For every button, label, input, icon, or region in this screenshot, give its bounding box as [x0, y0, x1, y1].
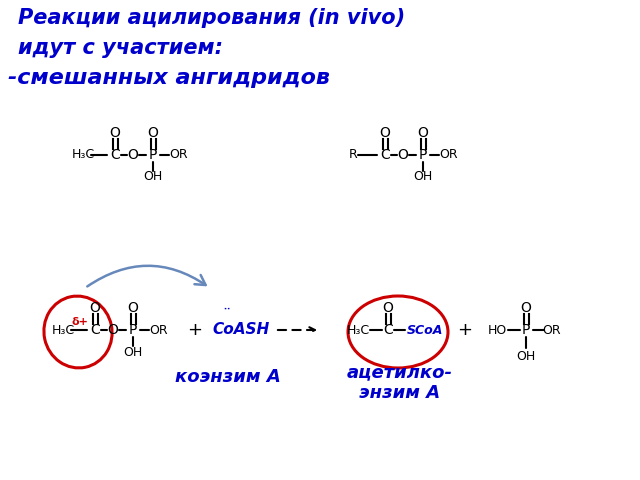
Text: P: P [522, 323, 530, 337]
Text: H₃C: H₃C [72, 148, 95, 161]
Text: ацетилко-
энзим А: ацетилко- энзим А [347, 363, 453, 402]
Text: O: O [90, 301, 100, 315]
Text: -смешанных ангидридов: -смешанных ангидридов [8, 68, 330, 88]
Text: CoASH: CoASH [212, 323, 269, 337]
Text: P: P [149, 148, 157, 162]
Text: P: P [129, 323, 137, 337]
Text: O: O [417, 126, 428, 140]
Text: O: O [397, 148, 408, 162]
Text: C: C [383, 323, 393, 337]
Text: O: O [127, 148, 138, 162]
Text: O: O [520, 301, 531, 315]
Text: H₃C: H₃C [346, 324, 369, 336]
Text: H₃C: H₃C [51, 324, 75, 336]
Text: O: O [148, 126, 159, 140]
Text: O: O [380, 126, 390, 140]
Text: R: R [349, 148, 357, 161]
Text: Реакции ацилирования (in vivo): Реакции ацилирования (in vivo) [18, 8, 405, 28]
Text: +: + [188, 321, 202, 339]
Text: OR: OR [170, 148, 188, 161]
Text: OH: OH [413, 170, 433, 183]
Text: C: C [380, 148, 390, 162]
Text: P: P [419, 148, 427, 162]
Text: OR: OR [543, 324, 561, 336]
Text: OH: OH [143, 170, 163, 183]
Text: O: O [108, 323, 118, 337]
Text: ¨: ¨ [222, 307, 230, 325]
Text: O: O [383, 301, 394, 315]
Text: HO: HO [488, 324, 507, 336]
Text: C: C [110, 148, 120, 162]
Text: C: C [90, 323, 100, 337]
Text: идут с участием:: идут с участием: [18, 38, 223, 58]
Text: SCoA: SCoA [407, 324, 444, 336]
Text: OR: OR [440, 148, 458, 161]
Text: OH: OH [124, 346, 143, 359]
Text: O: O [127, 301, 138, 315]
Text: δ+: δ+ [72, 317, 88, 327]
Text: OH: OH [516, 350, 536, 363]
Text: +: + [458, 321, 472, 339]
Text: коэнзим А: коэнзим А [175, 368, 281, 386]
Text: OR: OR [150, 324, 168, 336]
FancyArrowPatch shape [87, 266, 205, 287]
Text: O: O [109, 126, 120, 140]
